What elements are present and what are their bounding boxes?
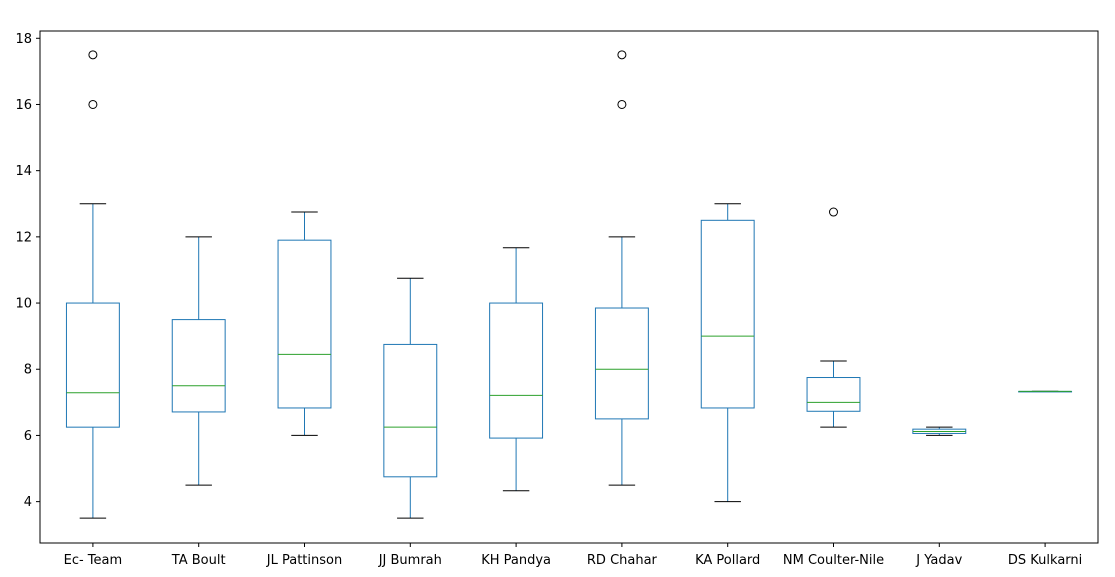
box [700,219,755,409]
outlier-point [617,50,627,60]
outlier-point [88,50,98,60]
y-tick-label: 4 [24,495,32,510]
x-tick-label: J Yadav [915,553,962,568]
x-tick-label: RD Chahar [587,553,658,568]
plot-area [39,30,1099,544]
y-tick-label: 14 [15,164,32,179]
outlier-point [617,99,627,109]
outlier-point [829,207,838,217]
y-tick-label: 12 [15,230,32,245]
y-tick-label: 8 [24,363,32,378]
outlier-point [88,99,98,109]
x-tick-label: TA Boult [171,553,226,568]
box [171,319,226,413]
x-tick-label: JL Pattinson [266,553,342,568]
x-tick-label: NM Coulter-Nile [783,553,884,568]
box [277,239,332,409]
box [489,302,544,439]
x-tick-label: DS Kulkarni [1008,553,1082,568]
box [383,343,438,478]
box [594,307,649,420]
y-tick-label: 16 [15,98,32,113]
y-tick-label: 6 [24,429,32,444]
box [65,302,120,428]
y-tick-label: 10 [15,297,32,312]
x-tick-label: JJ Bumrah [378,553,442,568]
y-tick-label: 18 [15,32,32,47]
x-tick-label: Ec- Team [64,553,123,568]
x-tick-label: KA Pollard [695,553,760,568]
box [806,377,861,412]
x-tick-label: KH Pandya [481,553,551,568]
